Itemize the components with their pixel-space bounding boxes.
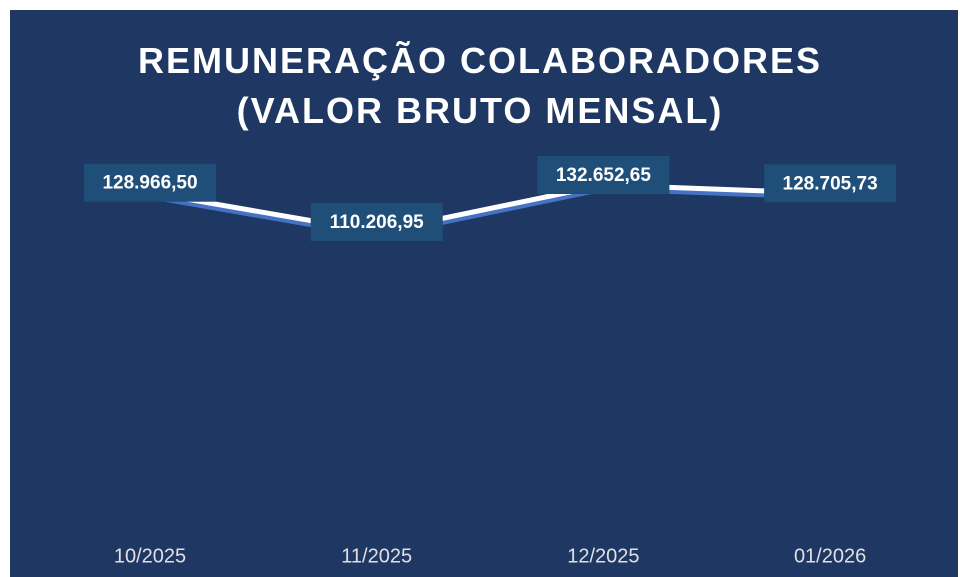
data-label: 132.652,65 — [556, 165, 652, 186]
chart-area — [10, 10, 958, 577]
x-tick-label: 11/2025 — [341, 545, 412, 567]
chart-title: REMUNERAÇÃO COLABORADORES (VALOR BRUTO M… — [137, 40, 822, 131]
data-label-box — [537, 156, 670, 194]
data-label-box — [310, 203, 443, 241]
data-label: 128.705,73 — [783, 173, 878, 194]
data-label-box — [84, 163, 216, 202]
line — [149, 182, 831, 235]
data-label: 110.206,95 — [330, 212, 424, 233]
data-label-box — [764, 164, 897, 203]
line-shadow — [149, 186, 831, 239]
data-label: 128.966,50 — [102, 173, 197, 194]
x-tick-label: 01/2026 — [794, 545, 866, 567]
x-tick-label: 10/2025 — [114, 545, 186, 567]
x-tick-label: 12/2025 — [567, 545, 639, 567]
